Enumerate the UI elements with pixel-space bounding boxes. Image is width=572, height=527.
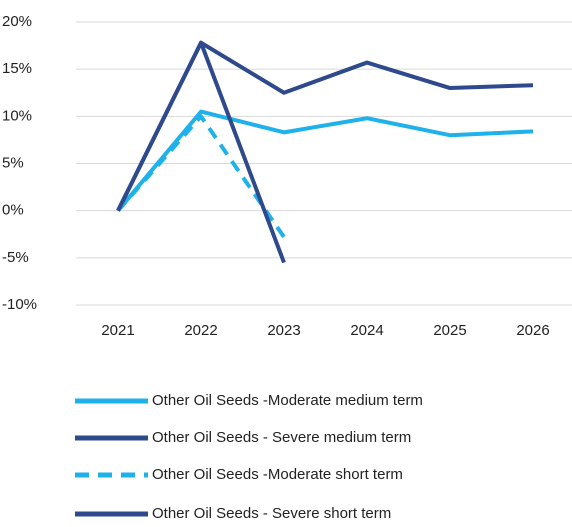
y-tick-label: 0%: [2, 202, 24, 219]
y-tick-label: 5%: [2, 154, 24, 171]
x-tick-label: 2025: [433, 322, 466, 339]
x-tick-label: 2026: [516, 322, 549, 339]
y-tick-label: 15%: [2, 60, 32, 77]
y-tick-label: -5%: [2, 249, 29, 266]
x-tick-label: 2023: [267, 322, 300, 339]
series-line: [116, 109, 534, 212]
x-tick-label: 2024: [350, 322, 383, 339]
x-tick-label: 2022: [184, 322, 217, 339]
legend-label: Other Oil Seeds -Moderate short term: [152, 466, 403, 483]
legend-label: Other Oil Seeds - Severe short term: [152, 505, 391, 522]
y-tick-label: 20%: [2, 13, 32, 30]
series-line: [116, 114, 286, 239]
y-tick-label: -10%: [2, 296, 37, 313]
legend-label: Other Oil Seeds - Severe medium term: [152, 429, 411, 446]
y-tick-label: 10%: [2, 107, 32, 124]
x-tick-label: 2021: [101, 322, 134, 339]
series-line: [116, 40, 286, 264]
legend-label: Other Oil Seeds -Moderate medium term: [152, 392, 423, 409]
